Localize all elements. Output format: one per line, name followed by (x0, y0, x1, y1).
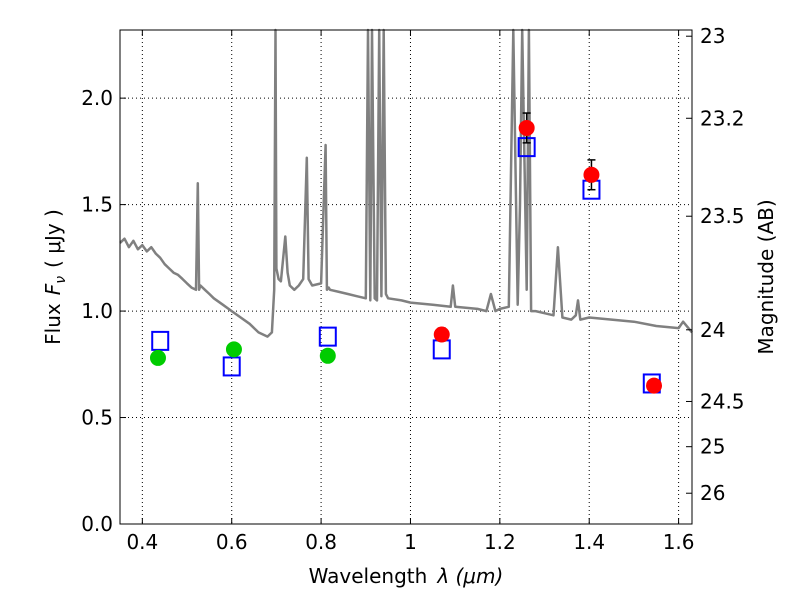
y-tick-label: 1.0 (81, 299, 113, 323)
grid (120, 30, 692, 525)
model-square-marker (318, 326, 337, 347)
spectrum (119, 28, 693, 338)
x-axis-title: Wavelength λ (μm) (309, 564, 504, 588)
y2-axis-title: Magnitude (AB) (754, 199, 778, 354)
mag-tick-label: 25 (700, 435, 725, 459)
ticks: 0.4 0.6 0.8 1 1.2 1.4 1.6 0.0 0.5 1.0 1.5 2.0 23 23.2… (81, 24, 744, 554)
data-point (583, 166, 600, 183)
mag-tick-label: 24.5 (700, 389, 745, 413)
mag-tick-label: 23 (700, 24, 725, 48)
spectrum-line (119, 28, 693, 338)
y-tick-label: 0.0 (81, 512, 113, 536)
y-tick-label: 1.5 (81, 193, 113, 217)
mag-tick-label: 23.2 (700, 106, 745, 130)
mag-tick-label: 24 (700, 318, 725, 342)
y-tick-label: 0.5 (81, 406, 113, 430)
mag-tick-label: 23.5 (700, 204, 745, 228)
x-tick-label: 1.4 (573, 530, 605, 554)
model-square-marker (151, 330, 170, 351)
data-point (225, 341, 242, 358)
x-tick-label: 1 (404, 530, 417, 554)
model-square-marker (432, 339, 451, 360)
markers (149, 112, 663, 394)
data-point (433, 326, 450, 343)
x-tick-label: 1.2 (484, 530, 516, 554)
data-point (149, 349, 166, 366)
y-tick-label: 2.0 (81, 86, 113, 110)
model-square-marker (222, 356, 241, 377)
data-point (319, 347, 336, 364)
x-tick-label: 0.6 (216, 530, 248, 554)
mag-tick-label: 26 (700, 481, 725, 505)
x-tick-label: 1.6 (663, 530, 695, 554)
data-point (646, 377, 663, 394)
y-axis-title: FluxFν( μJy ) (41, 209, 69, 345)
x-tick-label: 0.8 (305, 530, 337, 554)
data-point (518, 119, 535, 136)
plot-frame (119, 29, 693, 525)
x-tick-label: 0.4 (126, 530, 158, 554)
